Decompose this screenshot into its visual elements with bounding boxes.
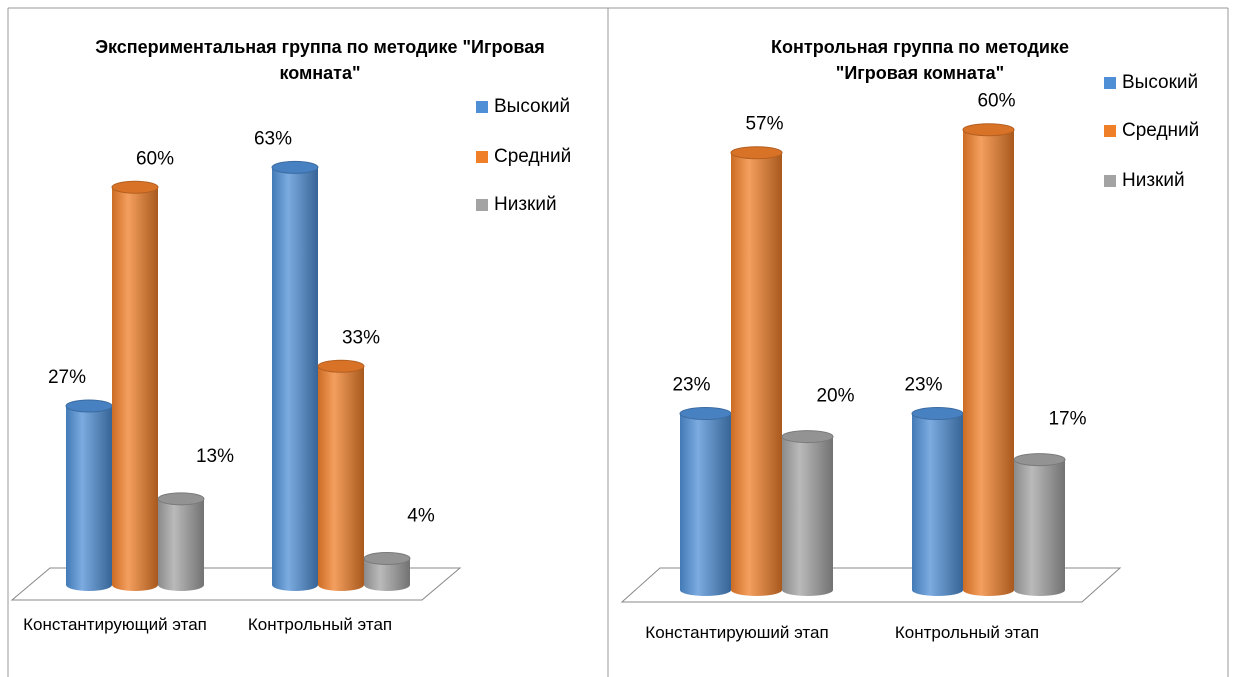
bar-bottom (731, 584, 782, 596)
legend-swatch (476, 199, 488, 211)
bar-bottom (66, 579, 112, 591)
data-label: 60% (977, 91, 1015, 112)
bar-top (65, 399, 113, 413)
bar (731, 152, 782, 590)
x-tick-label: Контрольный этап (894, 623, 1040, 642)
bar-top (157, 492, 205, 506)
bar (782, 436, 833, 590)
legend-swatch (476, 101, 488, 113)
legend-label: Средний (494, 146, 571, 167)
data-label: 20% (816, 386, 854, 407)
bar-bottom (364, 579, 410, 591)
data-label: 33% (342, 327, 380, 348)
bar-bottom (112, 579, 158, 591)
bar (680, 413, 731, 590)
data-label: 63% (254, 128, 292, 149)
bar-bottom (318, 579, 364, 591)
bar-top (1013, 453, 1066, 467)
bar (1014, 459, 1065, 590)
data-label: 17% (1048, 409, 1086, 430)
legend-label: Низкий (494, 194, 557, 215)
bar-bottom (158, 579, 204, 591)
chart-title: Контрольная группа по методике "Игровая … (771, 37, 1069, 83)
bar-bottom (1014, 584, 1065, 596)
bar (912, 413, 963, 590)
bar-bottom (912, 584, 963, 596)
legend-swatch (1104, 77, 1116, 89)
bar-top (111, 180, 159, 194)
legend-swatch (1104, 125, 1116, 137)
bar (272, 167, 318, 585)
bar-top (962, 123, 1015, 137)
bar (158, 498, 204, 585)
data-label: 13% (196, 446, 234, 467)
bar-top (679, 407, 732, 421)
data-label: 23% (672, 375, 710, 396)
legend-label: Высокий (1122, 72, 1198, 93)
data-label: 4% (407, 506, 435, 527)
bar-top (317, 359, 365, 373)
bar-top (911, 407, 964, 421)
x-tick-label: Контрольный этап (247, 615, 393, 634)
bar (66, 406, 112, 585)
legend-label: Низкий (1122, 170, 1185, 191)
floor (10, 567, 462, 601)
bar (963, 129, 1014, 590)
legend-swatch (1104, 175, 1116, 187)
bar (112, 187, 158, 586)
data-label: 23% (904, 375, 942, 396)
x-tick-label: Константируюший этап (645, 623, 829, 642)
bar-top (363, 551, 411, 565)
data-label: 27% (48, 367, 86, 388)
bar-top (730, 146, 783, 160)
x-tick-label: Константирующий этап (23, 615, 207, 634)
bar-bottom (782, 584, 833, 596)
bar (318, 366, 364, 585)
bar-top (271, 160, 319, 174)
floor (620, 567, 1122, 603)
bar-bottom (963, 584, 1014, 596)
data-label: 57% (745, 114, 783, 135)
bar-bottom (272, 579, 318, 591)
legend-swatch (476, 151, 488, 163)
chart-title: Экспериментальная группа по методике "Иг… (95, 37, 545, 83)
bar-top (781, 430, 834, 444)
data-label: 60% (136, 148, 174, 169)
bar-bottom (680, 584, 731, 596)
legend-label: Высокий (494, 96, 570, 117)
legend-label: Средний (1122, 120, 1199, 141)
